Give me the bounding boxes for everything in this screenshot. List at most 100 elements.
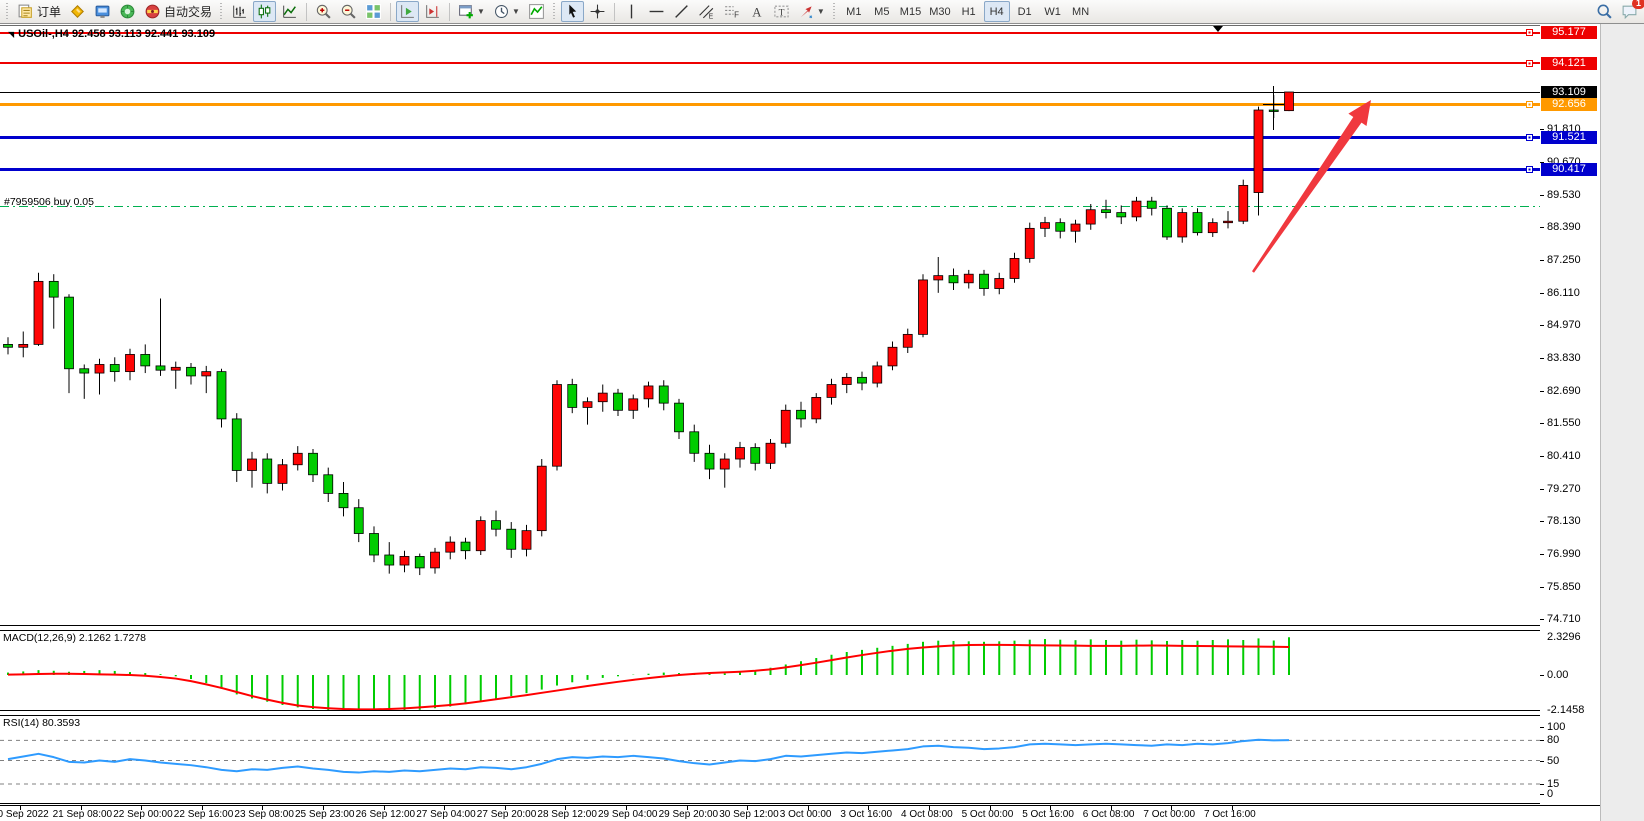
horizontal-level-line[interactable] (0, 103, 1540, 107)
line-handle[interactable] (1526, 134, 1533, 141)
candle (1024, 227, 1035, 259)
time-tick (383, 806, 385, 810)
timeframe-mn-label: MN (1072, 5, 1090, 18)
pane-top-border (0, 25, 1600, 26)
rsi-pane-splitter[interactable] (0, 710, 1600, 716)
line-chart-icon (281, 3, 298, 20)
time-tick-label: 23 Sep 08:00 (234, 809, 294, 820)
notifications-button[interactable]: 1 (1618, 0, 1644, 22)
clock-icon (493, 3, 510, 20)
autotrading-button[interactable]: 自动交易 (141, 1, 215, 22)
crosshair-button[interactable] (586, 1, 609, 22)
horizontal-level-line[interactable] (0, 31, 1540, 34)
cursor-icon (564, 3, 581, 20)
hline-icon (648, 3, 665, 20)
price-tick-label: 82.690 (1547, 384, 1581, 397)
candle (780, 409, 791, 444)
time-tick-label: 22 Sep 00:00 (113, 809, 173, 820)
timeframe-d1[interactable]: D1 (1012, 1, 1038, 22)
line-handle[interactable] (1526, 101, 1533, 109)
gold-icon (69, 3, 86, 20)
periods-button[interactable]: ▼ (490, 1, 523, 22)
chart-shift-marker[interactable] (1213, 26, 1223, 32)
timeframe-m1[interactable]: M1 (841, 1, 867, 22)
fibonacci-button[interactable]: F (720, 1, 743, 22)
candle (552, 384, 562, 467)
price-tick-label: 88.390 (1547, 221, 1581, 234)
scale-tick (1540, 129, 1544, 131)
new-chart-button[interactable]: ▼ (455, 1, 488, 22)
position-open-line[interactable] (0, 206, 1540, 208)
macd-scale-min: -2.1458 (1547, 703, 1585, 716)
timeframe-h4[interactable]: H4 (983, 1, 1010, 22)
candle (857, 376, 867, 384)
line-handle[interactable] (1526, 59, 1533, 67)
toolbar-gripper[interactable] (5, 2, 10, 21)
text-button[interactable]: A (745, 1, 768, 22)
macd-pane-splitter[interactable] (0, 625, 1600, 631)
chart-menu-icon[interactable]: ◥ (8, 30, 15, 39)
new-order-button[interactable] (66, 1, 89, 22)
timeframe-w1[interactable]: W1 (1040, 1, 1066, 22)
news-button[interactable] (116, 1, 139, 22)
line-handle[interactable] (1526, 165, 1533, 173)
chart-shift-button[interactable] (421, 1, 444, 22)
candle (1192, 212, 1203, 234)
candle (796, 409, 806, 420)
time-tick (504, 806, 506, 810)
scale-tick (1540, 760, 1544, 762)
arrows-button[interactable]: ▼ (795, 1, 828, 22)
search-button[interactable] (1593, 1, 1616, 22)
horizontal-level-line[interactable] (0, 91, 1540, 93)
price-badge: 95.177 (1541, 26, 1597, 40)
timeframe-h1[interactable]: H1 (956, 1, 982, 22)
cursor-button[interactable] (560, 1, 584, 22)
price-tick-label: 79.270 (1547, 482, 1581, 495)
candle (1238, 184, 1249, 222)
timeframe-m15-label: M15 (899, 5, 922, 18)
timeframe-m15[interactable]: M15 (897, 1, 924, 22)
candle (613, 392, 623, 411)
toolbar-separator (449, 2, 451, 21)
price-tick-label: 75.850 (1547, 580, 1581, 593)
toolbar-gripper[interactable] (831, 2, 837, 21)
auto-scroll-button[interactable] (396, 1, 420, 22)
zoom-out-button[interactable] (337, 1, 360, 22)
timeframe-mn[interactable]: MN (1068, 1, 1094, 22)
candle (1009, 258, 1020, 279)
trendline-button[interactable] (670, 1, 693, 22)
candlestick-chart-button[interactable] (253, 1, 277, 22)
price-scale[interactable]: 91.81090.67089.53088.39087.25086.11084.9… (1540, 24, 1600, 805)
label-button[interactable]: T (770, 1, 793, 22)
orders-button[interactable]: 订单 (14, 1, 64, 22)
indicators-icon (528, 3, 545, 20)
time-tick (989, 806, 991, 810)
equidistant-channel-button[interactable]: E (695, 1, 718, 22)
horizontal-level-line[interactable] (0, 62, 1540, 64)
timeframe-m30[interactable]: M30 (926, 1, 953, 22)
time-tick (20, 806, 21, 810)
timeframe-m5[interactable]: M5 (869, 1, 895, 22)
zoom-in-button[interactable] (312, 1, 335, 22)
chart-area[interactable]: ◥ USOil-,H4 92.458 93.113 92.441 93.109 #… (0, 24, 1644, 821)
candle (338, 492, 349, 509)
candle (64, 296, 74, 370)
trend-arrow-annotation[interactable] (1252, 100, 1371, 273)
line-chart-button[interactable] (278, 1, 301, 22)
toolbar-gripper[interactable] (551, 2, 557, 21)
svg-text:E: E (709, 13, 714, 20)
horizontal-level-line[interactable] (0, 167, 1540, 171)
horizontal-level-line[interactable] (0, 136, 1540, 139)
line-handle[interactable] (1526, 29, 1533, 37)
candle (902, 333, 913, 348)
macd-scale-zero: 0.00 (1547, 669, 1569, 681)
terminal-button[interactable] (91, 1, 114, 22)
horizontal-line-button[interactable] (645, 1, 668, 22)
vertical-line-button[interactable] (620, 1, 643, 22)
tile-windows-button[interactable] (362, 1, 385, 22)
price-tick-label: 83.830 (1547, 351, 1581, 364)
indicators-button[interactable] (525, 1, 548, 22)
toolbar-gripper[interactable] (219, 2, 225, 21)
bar-chart-button[interactable] (228, 1, 251, 22)
